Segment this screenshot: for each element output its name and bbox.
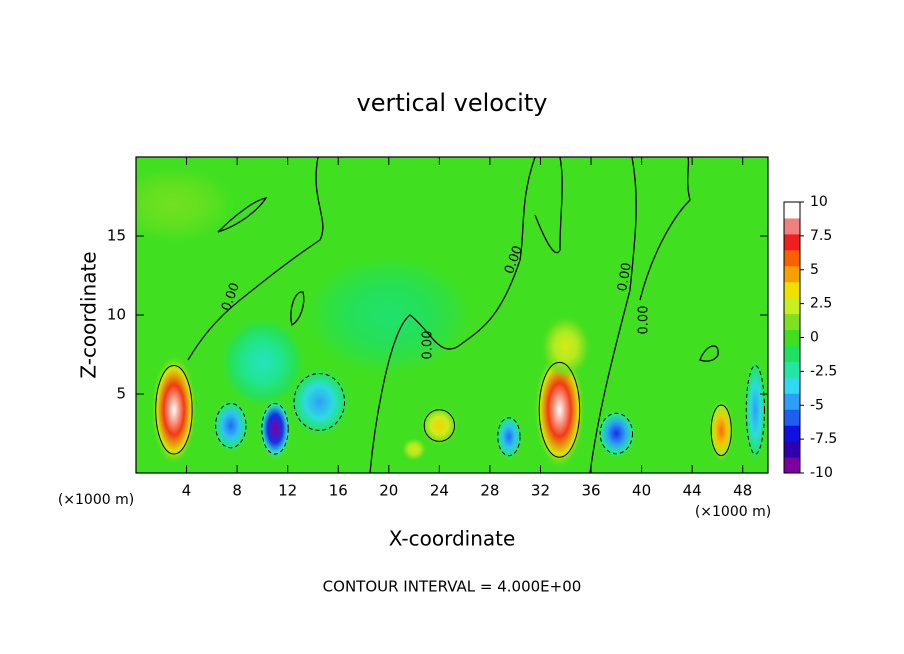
y-tick-label: 10 <box>107 306 126 324</box>
colorbar-tick-label: -2.5 <box>810 363 837 379</box>
contour-line <box>639 157 691 301</box>
feature-contour <box>497 417 521 457</box>
feature-contour <box>155 365 193 455</box>
field-feature <box>300 251 478 379</box>
colorbar-tick-label: 7.5 <box>810 228 832 244</box>
colorbar-swatch <box>784 329 800 346</box>
colorbar-tick-label: -5 <box>810 397 824 413</box>
colorbar-swatch <box>784 457 800 474</box>
contour-lines <box>155 157 765 473</box>
y-tick-label: 15 <box>107 227 126 245</box>
field-feature <box>743 354 767 466</box>
colorbar-swatch <box>784 233 800 251</box>
field-feature <box>596 408 637 459</box>
colorbar-swatch <box>784 249 800 267</box>
x-tick-label: 28 <box>480 482 499 500</box>
field-feature <box>211 397 250 454</box>
x-tick-label: 36 <box>581 482 600 500</box>
field-feature <box>218 315 307 410</box>
x-tick-label: 12 <box>278 482 297 500</box>
colorbar-tick-label: -10 <box>810 465 833 481</box>
contour-line <box>699 345 719 362</box>
contour-line <box>217 197 268 233</box>
colorbar-tick-label: 0 <box>810 330 819 346</box>
feature-contour <box>261 402 289 455</box>
colorbar-tick-label: -7.5 <box>810 431 837 447</box>
chart-title: vertical velocity <box>357 89 548 117</box>
x-unit: (×1000 m) <box>58 492 134 508</box>
field-feature <box>287 366 351 438</box>
x-axis-label: X-coordinate <box>389 527 516 551</box>
field-feature <box>401 437 427 462</box>
colorbar-tick-label: 10 <box>810 194 828 210</box>
x-tick-label: 48 <box>733 482 752 500</box>
x-tick-label: 8 <box>232 482 242 500</box>
field-feature <box>708 398 734 462</box>
contour-label: 0.00 <box>421 331 436 360</box>
colorbar-swatch <box>784 313 800 331</box>
contour-label: 0.00 <box>637 306 652 335</box>
feature-contour <box>423 409 456 442</box>
contour-label: 0.00 <box>615 261 635 292</box>
field-feature <box>151 354 197 466</box>
contour-line <box>589 157 637 473</box>
y-tick-label: 5 <box>116 385 126 403</box>
colorbar-tick-label: 2.5 <box>810 296 832 312</box>
feature-contour <box>293 372 346 431</box>
feature-contour <box>710 404 732 457</box>
annotation: CONTOUR INTERVAL = 4.000E+00 <box>323 578 582 596</box>
colorbar-swatch <box>784 377 800 394</box>
y-axis-label: Z-coordinate <box>77 251 101 378</box>
field-feature <box>420 405 459 446</box>
field-feature <box>494 412 523 461</box>
x-tick-label: 32 <box>531 482 550 500</box>
contour-line <box>290 291 305 327</box>
contour-line <box>534 157 563 254</box>
field-feature <box>136 164 238 244</box>
colorbar-swatch <box>784 393 800 410</box>
field-feature <box>258 397 292 461</box>
contour-line <box>187 157 324 361</box>
feature-contour <box>745 365 765 455</box>
field-feature <box>534 350 585 470</box>
colorbar-swatch <box>784 202 800 219</box>
feature-contour <box>599 412 633 455</box>
colorbar-swatch <box>784 217 800 235</box>
contour-line <box>369 157 536 473</box>
colorbar-swatch <box>784 345 800 362</box>
field-feature <box>540 315 592 379</box>
colorbar-swatch <box>784 361 800 378</box>
colorbar-swatch <box>784 425 800 442</box>
x-tick-label: 40 <box>632 482 651 500</box>
feature-contour <box>538 361 581 458</box>
x-tick-label: 44 <box>683 482 702 500</box>
colorbar-swatch <box>784 281 800 299</box>
feature-contour <box>215 402 247 449</box>
x-tick-label: 16 <box>329 482 348 500</box>
x-tick-label: 4 <box>182 482 192 500</box>
colorbar-swatch <box>784 265 800 283</box>
x-tick-label: 24 <box>430 482 449 500</box>
colorbar-swatch <box>784 297 800 315</box>
colorbar-swatch <box>784 441 800 458</box>
colorbar-swatch <box>784 409 800 426</box>
field <box>136 157 768 473</box>
colorbar-tick-label: 5 <box>810 262 819 278</box>
x-tick-label: 20 <box>379 482 398 500</box>
x-unit: (×1000 m) <box>695 504 771 520</box>
